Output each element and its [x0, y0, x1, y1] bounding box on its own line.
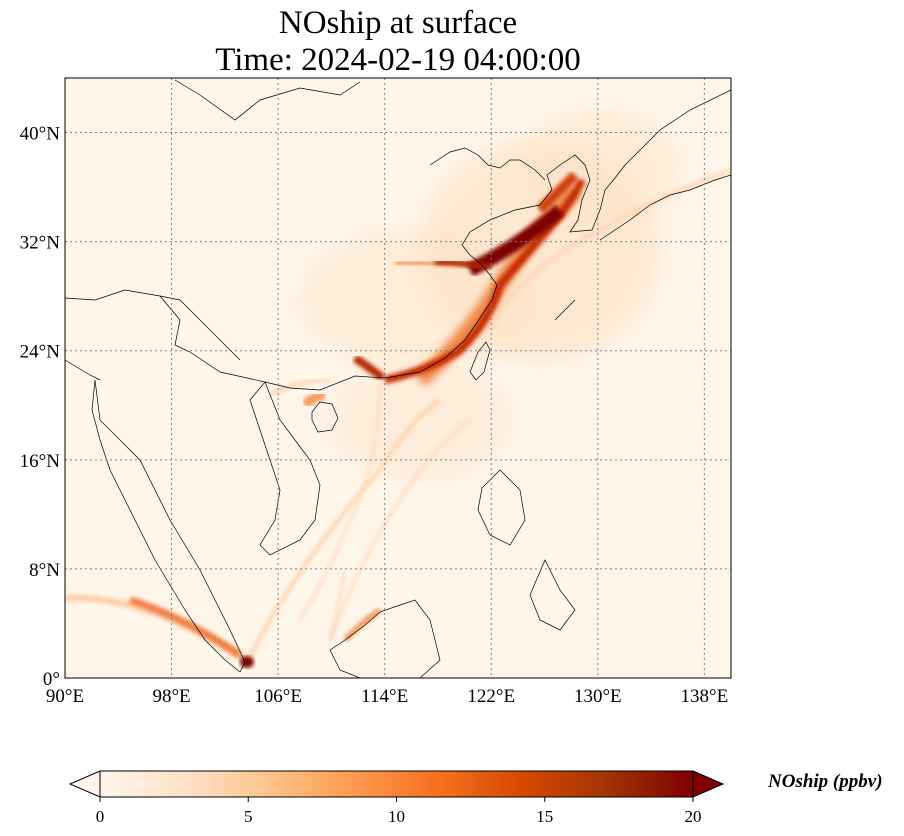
colorbar: 0 5 10 15 20 — [68, 770, 725, 826]
colorbar-tick-label: 0 — [96, 807, 105, 826]
lon-tick-label: 98°E — [152, 686, 190, 707]
coast-mainland — [65, 89, 731, 391]
lane-vietnam-coast — [298, 379, 382, 621]
colorbar-extend-max — [692, 770, 725, 798]
plume-yellow-sea-core — [536, 171, 579, 214]
longitude-tick-labels: 90°E 98°E 106°E 114°E 122°E 130°E 138°E — [46, 686, 728, 707]
lat-tick-label: 0° — [43, 669, 60, 690]
map-title-line-1: NOship at surface — [278, 5, 518, 41]
coast-hainan — [311, 401, 339, 433]
border-mongolia — [174, 79, 361, 121]
coast-japan — [599, 174, 731, 241]
lat-tick-label: 32°N — [20, 233, 61, 254]
colorbar-label: NOship (ppbv) — [768, 771, 883, 792]
lon-tick-label: 138°E — [681, 686, 729, 707]
lon-tick-label: 122°E — [467, 686, 515, 707]
coastlines — [65, 79, 731, 678]
coast-mindanao — [529, 559, 576, 631]
colorbar-tick-label: 15 — [536, 807, 553, 826]
plume-singapore — [240, 656, 254, 668]
plume-borneo-coast — [343, 607, 382, 642]
lon-tick-label: 130°E — [574, 686, 622, 707]
coast-luzon — [477, 469, 526, 546]
lane-japan — [488, 168, 731, 331]
plume-hainan — [301, 390, 326, 409]
colorbar-gradient — [99, 770, 694, 798]
colorbar-tick-label: 10 — [388, 807, 405, 826]
lat-tick-label: 8°N — [29, 560, 60, 581]
border-myanmar — [159, 295, 241, 361]
map-gridlines — [65, 78, 731, 678]
plume-malacca — [128, 596, 242, 658]
coast-borneo — [329, 599, 441, 678]
plume-yangtze-river — [434, 259, 491, 271]
lane-spratly — [328, 418, 471, 641]
coast-ryukyu — [554, 299, 576, 321]
concentration-field — [65, 110, 731, 668]
lat-tick-label: 24°N — [20, 342, 61, 363]
coast-bay-of-bengal — [65, 359, 101, 381]
lat-tick-label: 16°N — [20, 451, 61, 472]
lane-borneo — [328, 569, 347, 641]
lon-tick-label: 114°E — [361, 686, 408, 707]
plume-pearl-river — [352, 354, 386, 382]
coast-bohai — [429, 147, 546, 181]
lon-tick-label: 106°E — [254, 686, 302, 707]
colorbar-tick-labels: 0 5 10 15 20 — [96, 797, 702, 826]
coast-indochina-west — [91, 379, 246, 673]
map-title-line-2: Time: 2024-02-19 04:00:00 — [215, 42, 581, 78]
coast-vietnam — [249, 381, 321, 556]
colorbar-extend-min — [68, 770, 101, 798]
lon-tick-label: 90°E — [46, 686, 84, 707]
lat-tick-label: 40°N — [20, 124, 61, 145]
colorbar-tick-label: 20 — [685, 807, 702, 826]
map-frame — [64, 77, 732, 679]
latitude-tick-labels: 0° 8°N 16°N 24°N 32°N 40°N — [20, 124, 61, 690]
lane-gulf-of-tonkin — [269, 378, 331, 397]
colorbar-tick-label: 5 — [244, 807, 253, 826]
coast-taiwan — [469, 341, 491, 381]
